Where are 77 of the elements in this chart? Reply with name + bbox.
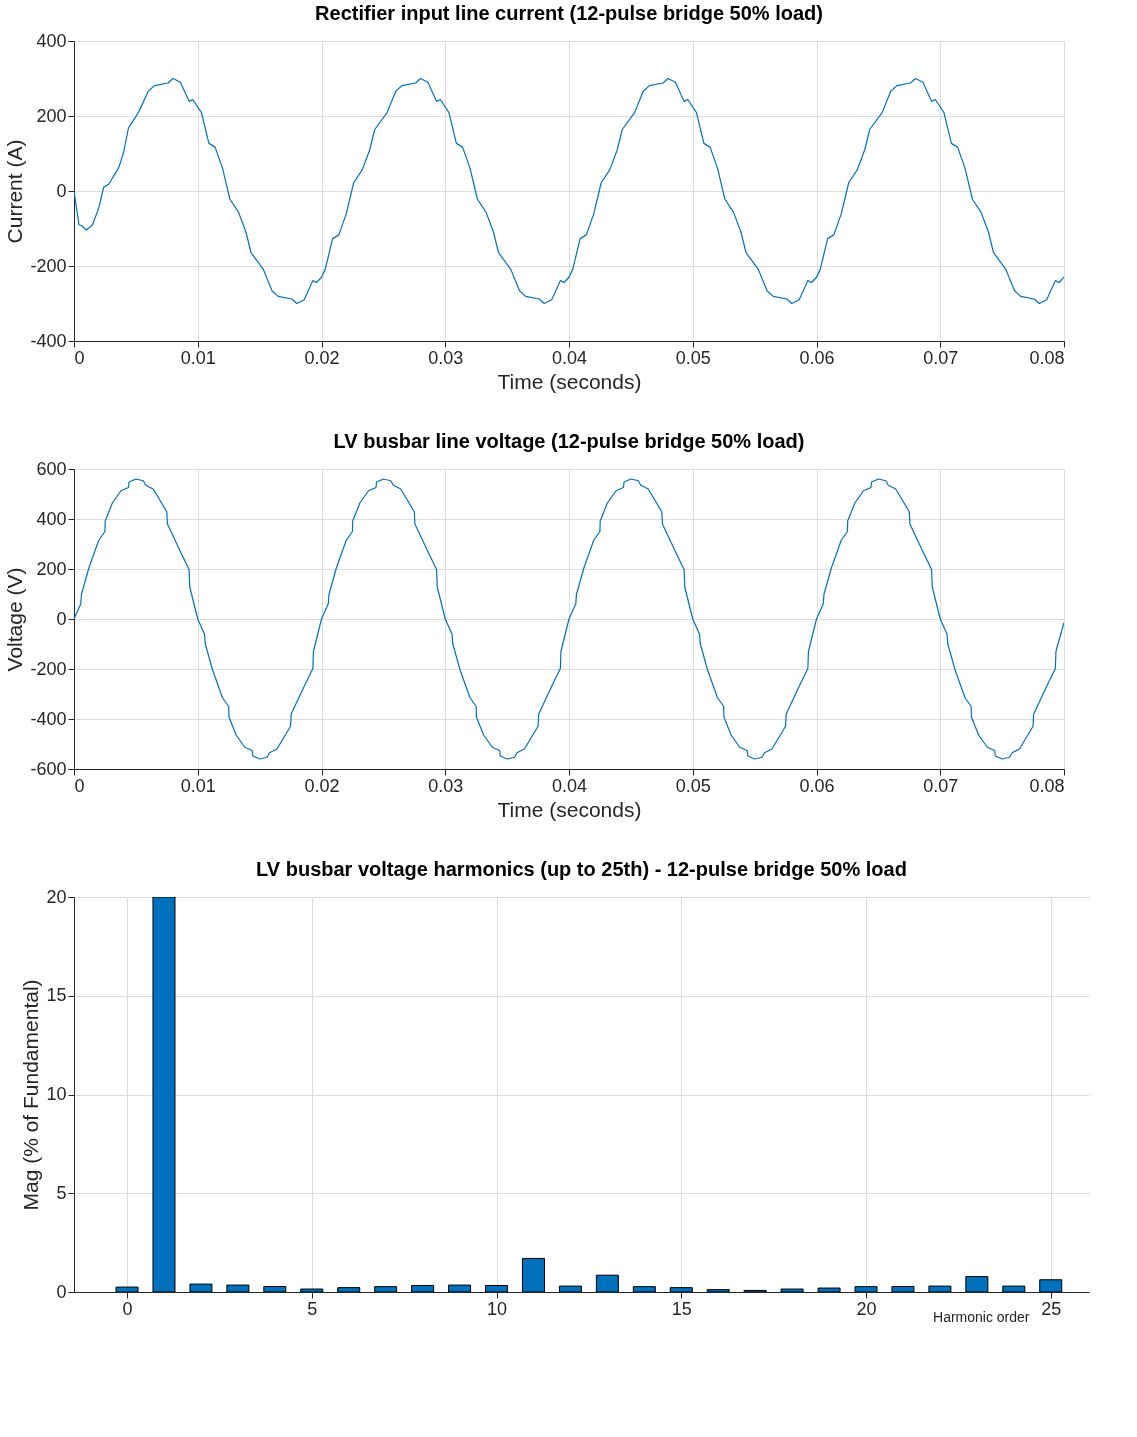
bar <box>300 1288 324 1292</box>
y-axis-title: Current (A) <box>3 139 27 244</box>
bar <box>226 1284 250 1292</box>
x-tick-label: 0.06 <box>799 347 835 368</box>
bar <box>669 1287 693 1292</box>
x-tick-label: 25 <box>1041 1298 1062 1319</box>
bar <box>115 1286 139 1292</box>
y-tick-label: 0 <box>56 608 67 629</box>
y-tick-label: 400 <box>36 508 67 529</box>
bar <box>1002 1285 1026 1292</box>
y-tick-label: 600 <box>36 458 67 479</box>
line-series <box>74 478 1064 760</box>
bar <box>152 897 176 1292</box>
bar <box>854 1286 878 1292</box>
bar <box>558 1285 582 1292</box>
chart-title: Rectifier input line current (12-pulse bridge 50% load) <box>315 2 823 24</box>
x-axis-title: Harmonic order <box>933 1308 1030 1325</box>
x-tick-label: 0.03 <box>428 347 464 368</box>
x-tick-label: 0 <box>74 347 85 368</box>
y-tick-label: 20 <box>46 886 67 907</box>
x-tick-label: 20 <box>856 1298 877 1319</box>
bar <box>521 1257 545 1292</box>
x-axis-title: Time (seconds) <box>497 369 642 393</box>
bar <box>817 1287 841 1292</box>
x-tick-label: 0.07 <box>923 775 959 796</box>
bar <box>595 1274 619 1292</box>
bar <box>263 1285 287 1292</box>
x-tick-label: 0.08 <box>1029 775 1065 796</box>
x-tick-label: 0 <box>122 1298 133 1319</box>
bar <box>448 1284 472 1292</box>
y-tick-label: -400 <box>30 708 67 729</box>
y-tick-label: -200 <box>30 255 67 276</box>
x-tick-label: 0.04 <box>551 347 588 368</box>
y-tick-label: 200 <box>36 105 67 126</box>
bar <box>965 1276 989 1292</box>
bar <box>337 1287 361 1292</box>
y-tick-label: -600 <box>30 758 67 779</box>
y-tick-label: 0 <box>56 180 67 201</box>
bar <box>411 1284 435 1292</box>
x-tick-label: 0.03 <box>428 775 464 796</box>
chart-title: LV busbar voltage harmonics (up to 25th) - 12-pulse bridge 50% load <box>256 858 907 880</box>
y-tick-label: 15 <box>46 985 67 1006</box>
x-tick-label: 0.01 <box>180 775 216 796</box>
y-tick-label: 0 <box>56 1281 67 1302</box>
bar <box>928 1285 952 1292</box>
bar <box>189 1283 213 1292</box>
x-tick-label: 0.05 <box>675 347 711 368</box>
line-series <box>74 77 1064 305</box>
y-axis-title: Mag (% of Fundamental) <box>19 979 43 1211</box>
x-tick-label: 0.05 <box>675 775 711 796</box>
x-tick-label: 0.02 <box>304 775 340 796</box>
y-axis-title: Voltage (V) <box>3 567 27 672</box>
x-tick-label: 0.07 <box>923 347 959 368</box>
x-tick-label: 0.08 <box>1029 347 1065 368</box>
x-tick-label: 0.04 <box>551 775 588 796</box>
bar <box>706 1289 730 1292</box>
x-tick-label: 5 <box>307 1298 318 1319</box>
bar <box>632 1286 656 1292</box>
bar <box>780 1288 804 1292</box>
bar <box>485 1284 509 1292</box>
x-tick-label: 10 <box>487 1298 508 1319</box>
y-tick-label: 5 <box>56 1182 67 1203</box>
x-axis-title: Time (seconds) <box>497 797 642 821</box>
y-tick-label: -400 <box>30 330 67 351</box>
y-tick-label: 400 <box>36 30 67 51</box>
bar <box>374 1286 398 1292</box>
chart-title: LV busbar line voltage (12-pulse bridge 50% load) <box>333 430 805 452</box>
x-tick-label: 0.06 <box>799 775 835 796</box>
x-tick-label: 0.01 <box>180 347 216 368</box>
x-tick-label: 0 <box>74 775 85 796</box>
x-tick-label: 0.02 <box>304 347 340 368</box>
y-tick-label: 200 <box>36 558 67 579</box>
y-tick-label: -200 <box>30 658 67 679</box>
x-tick-label: 15 <box>671 1298 692 1319</box>
bar <box>891 1285 915 1292</box>
bar <box>1039 1279 1063 1292</box>
y-tick-label: 10 <box>46 1084 67 1104</box>
